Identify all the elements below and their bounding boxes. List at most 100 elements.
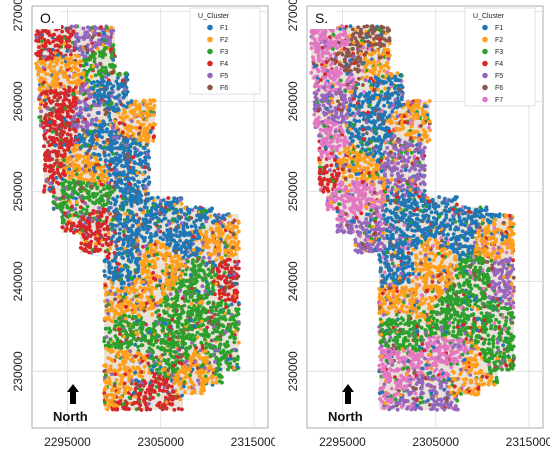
cluster-point bbox=[202, 366, 207, 370]
cluster-point bbox=[64, 166, 68, 171]
cluster-point bbox=[188, 231, 193, 236]
cluster-point bbox=[129, 100, 134, 104]
cluster-point bbox=[138, 392, 143, 397]
cluster-point bbox=[161, 337, 166, 342]
cluster-point bbox=[114, 102, 119, 107]
cluster-point bbox=[216, 245, 221, 250]
cluster-point bbox=[90, 218, 95, 222]
cluster-point bbox=[39, 35, 44, 40]
cluster-point bbox=[166, 203, 171, 207]
cluster-point bbox=[107, 206, 112, 210]
cluster-point bbox=[225, 340, 230, 344]
cluster-point bbox=[64, 97, 69, 102]
cluster-point bbox=[150, 206, 154, 210]
cluster-point bbox=[34, 35, 39, 40]
cluster-point bbox=[177, 256, 181, 260]
cluster-point bbox=[146, 149, 151, 153]
cluster-point bbox=[147, 180, 152, 185]
cluster-point bbox=[165, 298, 170, 303]
cluster-point bbox=[102, 391, 107, 396]
cluster-point bbox=[173, 319, 177, 324]
cluster-point bbox=[146, 175, 151, 180]
cluster-point bbox=[108, 173, 112, 178]
cluster-point bbox=[214, 337, 218, 342]
cluster-point bbox=[204, 345, 209, 350]
cluster-point bbox=[129, 237, 134, 242]
cluster-point bbox=[78, 79, 83, 84]
cluster-point bbox=[103, 153, 107, 158]
cluster-point bbox=[175, 209, 180, 214]
cluster-point bbox=[208, 214, 213, 219]
cluster-point bbox=[117, 293, 121, 298]
cluster-point bbox=[183, 252, 188, 257]
cluster-point bbox=[102, 145, 107, 149]
cluster-point bbox=[235, 244, 240, 249]
cluster-point bbox=[42, 144, 46, 149]
cluster-point bbox=[164, 310, 169, 315]
cluster-point bbox=[115, 390, 120, 395]
cluster-point bbox=[126, 258, 131, 263]
cluster-point bbox=[66, 147, 70, 151]
cluster-point bbox=[212, 353, 216, 358]
cluster-point bbox=[111, 271, 116, 275]
cluster-point bbox=[37, 69, 41, 73]
cluster-point bbox=[141, 130, 146, 134]
cluster-point bbox=[144, 407, 149, 412]
cluster-point bbox=[104, 158, 108, 163]
cluster-point bbox=[179, 386, 184, 391]
cluster-point bbox=[149, 306, 154, 310]
cluster-point bbox=[136, 120, 140, 124]
cluster-point bbox=[110, 70, 115, 75]
cluster-point bbox=[196, 290, 201, 294]
cluster-point bbox=[118, 207, 123, 211]
cluster-point bbox=[77, 114, 81, 118]
cluster-point bbox=[200, 240, 205, 245]
cluster-point bbox=[189, 216, 194, 221]
cluster-point bbox=[178, 316, 183, 320]
cluster-point bbox=[203, 208, 208, 213]
cluster-point bbox=[175, 295, 180, 300]
cluster-point bbox=[142, 227, 146, 232]
cluster-point bbox=[184, 267, 189, 272]
cluster-point bbox=[93, 26, 98, 30]
cluster-point bbox=[163, 334, 168, 338]
cluster-point bbox=[227, 248, 232, 253]
cluster-point bbox=[124, 71, 129, 76]
cluster-point bbox=[199, 312, 203, 317]
cluster-point bbox=[50, 59, 55, 64]
cluster-point bbox=[143, 126, 147, 131]
cluster-point bbox=[183, 246, 188, 250]
cluster-point bbox=[188, 344, 193, 349]
cluster-point bbox=[174, 290, 179, 295]
cluster-point bbox=[178, 397, 183, 402]
cluster-point bbox=[237, 301, 241, 305]
cluster-point bbox=[46, 86, 50, 91]
cluster-point bbox=[170, 373, 175, 378]
cluster-point bbox=[156, 345, 160, 350]
cluster-point bbox=[78, 91, 82, 95]
cluster-point bbox=[79, 59, 83, 64]
cluster-point bbox=[117, 121, 122, 126]
cluster-point bbox=[138, 252, 142, 256]
cluster-point bbox=[172, 196, 177, 201]
cluster-point bbox=[226, 227, 231, 232]
cluster-point bbox=[59, 51, 63, 56]
cluster-point bbox=[108, 118, 113, 122]
cluster-point bbox=[60, 172, 65, 176]
cluster-point bbox=[137, 401, 141, 406]
cluster-point bbox=[174, 278, 179, 283]
cluster-point bbox=[190, 208, 195, 212]
cluster-point bbox=[54, 176, 59, 180]
cluster-point bbox=[148, 129, 153, 134]
cluster-point bbox=[95, 138, 100, 142]
cluster-point bbox=[86, 113, 91, 118]
cluster-point bbox=[124, 338, 129, 342]
cluster-point bbox=[143, 401, 148, 405]
cluster-point bbox=[188, 367, 192, 372]
cluster-point bbox=[110, 125, 115, 130]
cluster-point bbox=[211, 304, 216, 309]
cluster-point bbox=[115, 247, 120, 251]
cluster-point bbox=[202, 213, 206, 218]
cluster-point bbox=[118, 204, 123, 209]
cluster-point bbox=[116, 131, 121, 136]
